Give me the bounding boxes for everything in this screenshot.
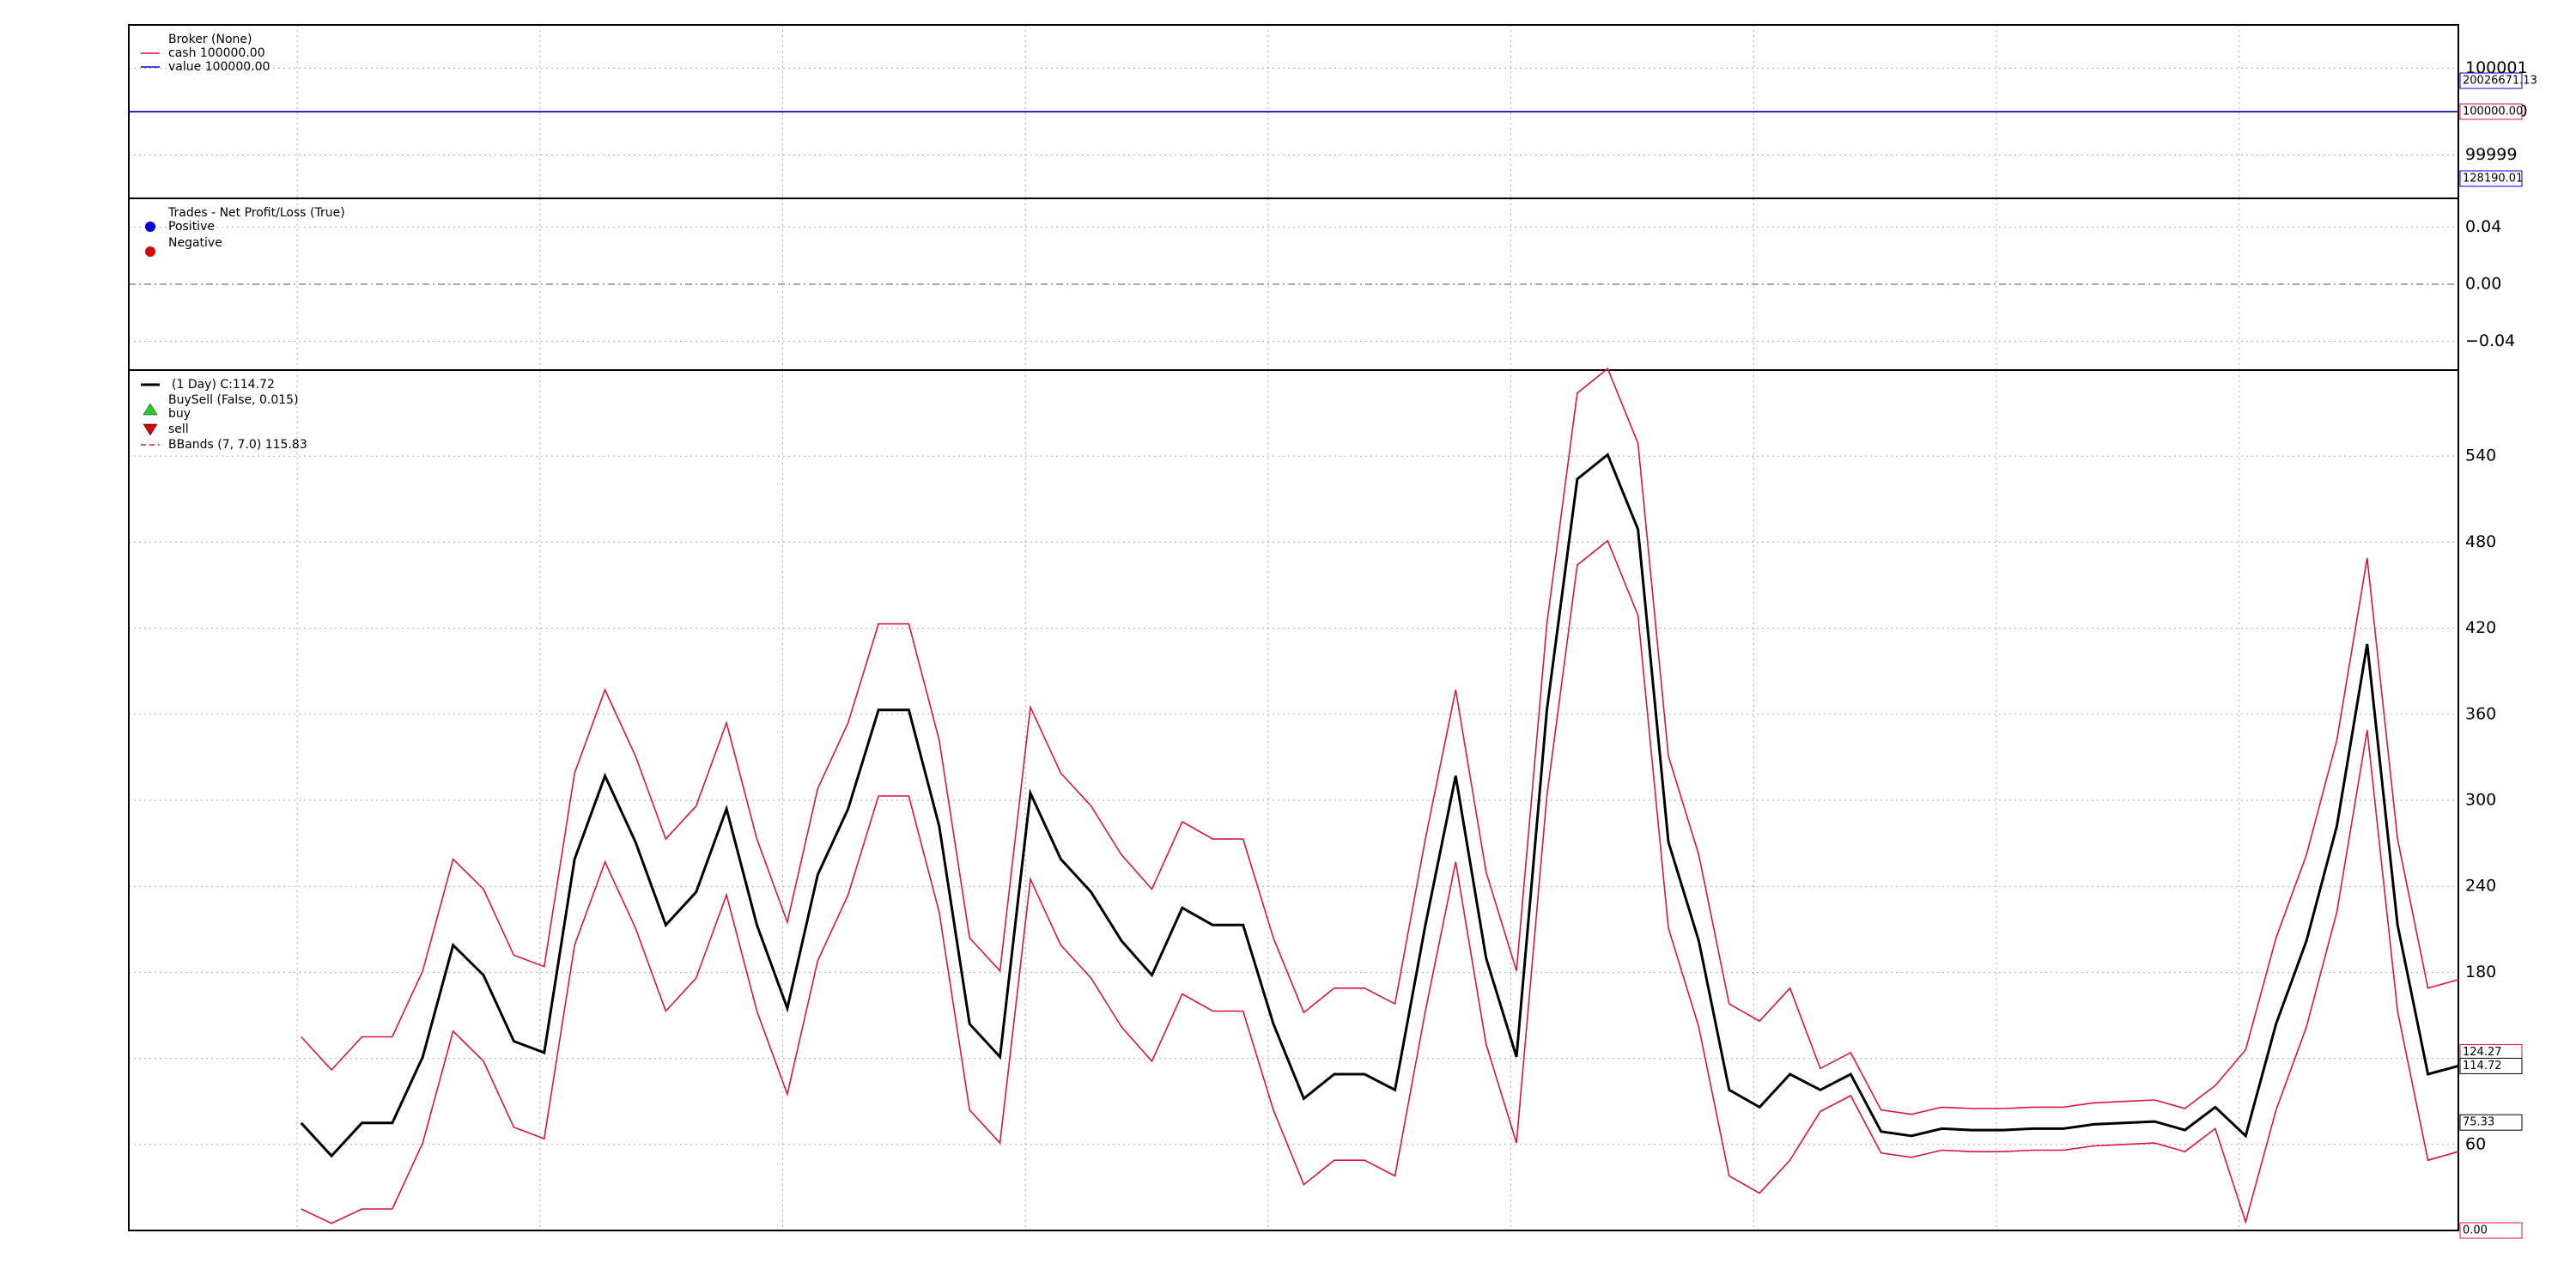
- y-tick-label: 360: [2465, 704, 2496, 723]
- value-tag: 100000.00: [2463, 106, 2523, 118]
- value-tag-box: [2459, 1222, 2523, 1239]
- y-tick-label: 0.04: [2465, 217, 2501, 236]
- value-tag: 75.33: [2463, 1116, 2494, 1129]
- legend-marker: [143, 423, 158, 436]
- value-tag-box: [2459, 1057, 2523, 1074]
- series-line: [300, 453, 2459, 1158]
- y-tick-label: 99999: [2465, 145, 2517, 164]
- series-line: [301, 368, 2459, 1115]
- y-tick-label: 540: [2465, 447, 2496, 465]
- legend-label: cash 100000.00: [168, 46, 265, 60]
- value-tag: 0.00: [2463, 1224, 2488, 1237]
- y-tick-label: 0.00: [2465, 275, 2501, 294]
- y-tick-label: 240: [2465, 877, 2496, 896]
- legend-marker: [143, 403, 158, 416]
- y-tick-label: 300: [2465, 791, 2496, 810]
- panel-frame: [128, 369, 2459, 1231]
- value-tag: 114.72: [2463, 1060, 2502, 1072]
- legend-label: (1 Day) C:114.72: [172, 378, 275, 392]
- legend-marker: [145, 222, 155, 232]
- value-tag: 128190.01: [2463, 173, 2523, 185]
- y-tick-label: −0.04: [2465, 331, 2515, 350]
- value-tag: 20026671.13: [2463, 75, 2537, 88]
- value-tag-box: [2459, 103, 2523, 120]
- legend-label: sell: [168, 422, 189, 436]
- legend-label: value 100000.00: [168, 60, 270, 74]
- y-tick-label: 420: [2465, 618, 2496, 637]
- legend-title: Broker (None): [168, 33, 252, 46]
- legend-marker: [145, 246, 155, 257]
- legend-title: Trades - Net Profit/Loss (True): [167, 206, 345, 220]
- value-tag-box: [2459, 72, 2523, 89]
- value-tag-box: [2459, 1114, 2523, 1131]
- legend-title: BuySell (False, 0.015): [168, 393, 299, 407]
- y-tick-label: 480: [2465, 532, 2496, 551]
- value-tag-box: [2459, 170, 2523, 187]
- y-tick-label: 60: [2465, 1134, 2486, 1153]
- legend-label: Negative: [168, 236, 222, 250]
- legend-label: BBands (7, 7.0) 115.83: [168, 438, 307, 452]
- value-tag: 124.27: [2463, 1046, 2502, 1059]
- y-tick-label: 180: [2465, 963, 2496, 981]
- legend-label: buy: [168, 407, 191, 421]
- band-lower-line: [301, 539, 2459, 1224]
- legend-label: Positive: [168, 220, 215, 234]
